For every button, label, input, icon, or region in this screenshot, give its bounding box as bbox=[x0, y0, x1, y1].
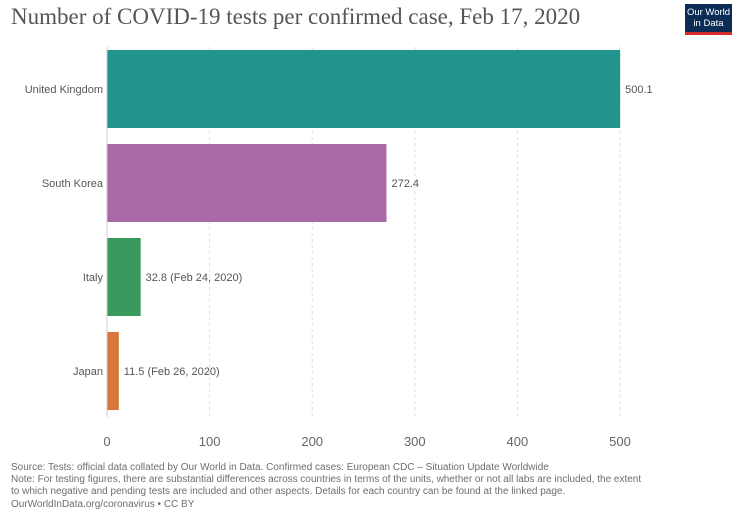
bar bbox=[107, 238, 141, 316]
logo-line-1: Our World bbox=[686, 7, 731, 18]
x-tick-label: 100 bbox=[199, 434, 221, 449]
note-text-line-1: Note: For testing figures, there are sub… bbox=[11, 474, 642, 486]
x-tick-label: 300 bbox=[404, 434, 426, 449]
x-tick-label: 0 bbox=[103, 434, 110, 449]
value-label: 500.1 bbox=[625, 84, 653, 96]
logo-line-2: in Data bbox=[693, 18, 724, 29]
category-label: Italy bbox=[83, 272, 104, 284]
category-label: Japan bbox=[73, 366, 103, 378]
x-tick-label: 400 bbox=[507, 434, 529, 449]
value-label: 272.4 bbox=[391, 178, 419, 190]
owid-logo[interactable]: Our World in Data bbox=[685, 4, 732, 35]
category-label: United Kingdom bbox=[25, 84, 103, 96]
source-text: Source: Tests: official data collated by… bbox=[11, 462, 549, 473]
chart-title: Number of COVID-19 tests per confirmed c… bbox=[11, 4, 581, 29]
category-label: South Korea bbox=[42, 178, 104, 190]
value-label: 32.8 (Feb 24, 2020) bbox=[146, 272, 243, 284]
bar bbox=[107, 144, 387, 222]
bar bbox=[107, 332, 119, 410]
value-label: 11.5 (Feb 26, 2020) bbox=[124, 366, 220, 378]
x-tick-label: 500 bbox=[609, 434, 631, 449]
chart-source-notes: Source: Tests: official data collated by… bbox=[11, 462, 731, 511]
bar bbox=[107, 50, 621, 128]
license-text[interactable]: OurWorldInData.org/coronavirus • CC BY bbox=[11, 498, 195, 510]
note-text-line-2: to which negative and pending tests are … bbox=[11, 486, 566, 498]
x-tick-label: 200 bbox=[301, 434, 323, 449]
